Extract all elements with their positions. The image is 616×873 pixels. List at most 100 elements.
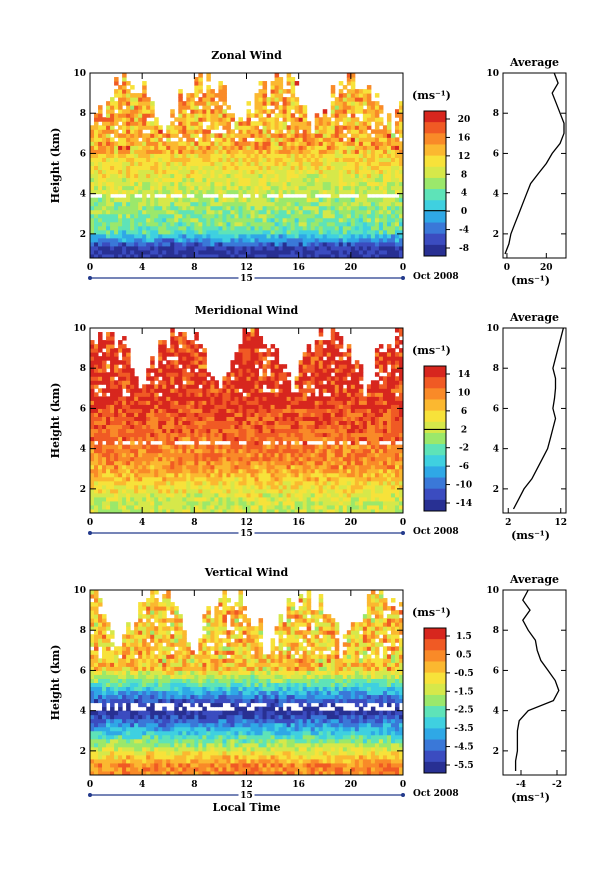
heatmap-cell (122, 217, 127, 223)
heatmap-cell (346, 73, 352, 78)
heatmap-cell (202, 404, 207, 409)
heatmap-cell (374, 217, 380, 223)
heatmap-cell (338, 169, 344, 175)
heatmap-cell (114, 500, 119, 506)
heatmap-cell (106, 388, 111, 393)
heatmap-cell (374, 133, 380, 138)
heatmap-cell (206, 161, 211, 166)
heatmap-cell (374, 113, 380, 118)
heatmap-cell (194, 388, 199, 393)
heatmap-cell (366, 149, 372, 154)
heatmap-cell (226, 496, 231, 502)
heatmap-cell (398, 197, 404, 203)
heatmap-cell (170, 245, 175, 251)
heatmap-cell (258, 496, 264, 502)
heatmap-cell (102, 340, 107, 345)
heatmap-cell (274, 420, 280, 426)
heatmap-cell (278, 205, 284, 211)
heatmap-cell (362, 253, 368, 259)
heatmap-cell (170, 384, 175, 389)
heatmap-cell (370, 141, 376, 146)
heatmap-cell (218, 392, 223, 397)
heatmap-cell (338, 217, 344, 223)
heatmap-cell (206, 400, 211, 405)
heatmap-cell (286, 484, 292, 490)
heatmap-cell (222, 436, 227, 442)
heatmap-cell (354, 145, 360, 150)
heatmap-cell (186, 404, 191, 409)
heatmap-cell (286, 205, 292, 211)
heatmap-cell (386, 221, 392, 227)
heatmap-cell (150, 396, 155, 401)
heatmap-cell (378, 233, 384, 239)
heatmap-cell (110, 424, 115, 430)
heatmap-cell (278, 221, 284, 227)
heatmap-cell (194, 249, 199, 255)
heatmap-cell (178, 412, 183, 417)
heatmap-cell (194, 109, 199, 114)
heatmap-cell (274, 384, 280, 389)
heatmap-cell (138, 237, 143, 243)
heatmap-cell (342, 121, 348, 126)
heatmap-cell (122, 125, 127, 130)
heatmap-cell (102, 360, 107, 365)
heatmap-cell (106, 141, 111, 146)
heatmap-cell (238, 125, 243, 130)
heatmap-cell (254, 460, 260, 466)
heatmap-cell (202, 225, 207, 231)
heatmap-cell (374, 137, 380, 142)
heatmap-cell (222, 384, 227, 389)
heatmap-cell (190, 464, 195, 470)
heatmap-cell (330, 181, 336, 187)
heatmap-cell (106, 468, 111, 474)
heatmap-cell (342, 197, 348, 203)
heatmap-cell (130, 185, 135, 191)
heatmap-cell (134, 113, 139, 118)
heatmap-cell (106, 484, 111, 490)
heatmap-cell (286, 392, 292, 397)
heatmap-cell (206, 412, 211, 417)
heatmap-cell (90, 404, 95, 409)
heatmap-cell (234, 424, 239, 430)
heatmap-cell (118, 492, 123, 498)
heatmap-cell (170, 448, 175, 454)
heatmap-cell (146, 145, 151, 150)
heatmap-cell (198, 153, 203, 158)
heatmap-cell (230, 225, 235, 231)
heatmap-cell (378, 213, 384, 219)
heatmap-cell (230, 189, 235, 195)
heatmap-cell (126, 193, 131, 199)
heatmap-cell (126, 97, 131, 102)
heatmap-cell (254, 352, 260, 357)
heatmap-cell (166, 145, 171, 150)
heatmap-cell (294, 141, 300, 146)
heatmap-cell (178, 237, 183, 243)
heatmap-cell (358, 133, 364, 138)
heatmap-cell (266, 448, 272, 454)
heatmap-cell (270, 177, 276, 183)
heatmap-cell (154, 253, 159, 259)
heatmap-cell (314, 221, 320, 227)
heatmap-cell (94, 424, 99, 430)
heatmap-cells (90, 328, 404, 514)
heatmap-cell (154, 217, 159, 223)
heatmap-cell (198, 420, 203, 426)
heatmap-cell (174, 488, 179, 494)
heatmap-cell (318, 145, 324, 150)
heatmap-cell (162, 496, 167, 502)
heatmap-cell (230, 500, 235, 506)
heatmap-cell (130, 165, 135, 171)
heatmap-cell (318, 233, 324, 239)
heatmap-cell (354, 185, 360, 191)
heatmap-cell (314, 233, 320, 239)
heatmap-cell (126, 372, 131, 377)
heatmap-cell (330, 221, 336, 227)
heatmap-cell (110, 117, 115, 122)
heatmap-cell (174, 416, 179, 421)
heatmap-cell (110, 404, 115, 409)
heatmap-cell (138, 412, 143, 417)
heatmap-cell (106, 488, 111, 494)
heatmap-cell (230, 404, 235, 409)
heatmap-cell (194, 209, 199, 215)
heatmap-cell (90, 253, 95, 259)
